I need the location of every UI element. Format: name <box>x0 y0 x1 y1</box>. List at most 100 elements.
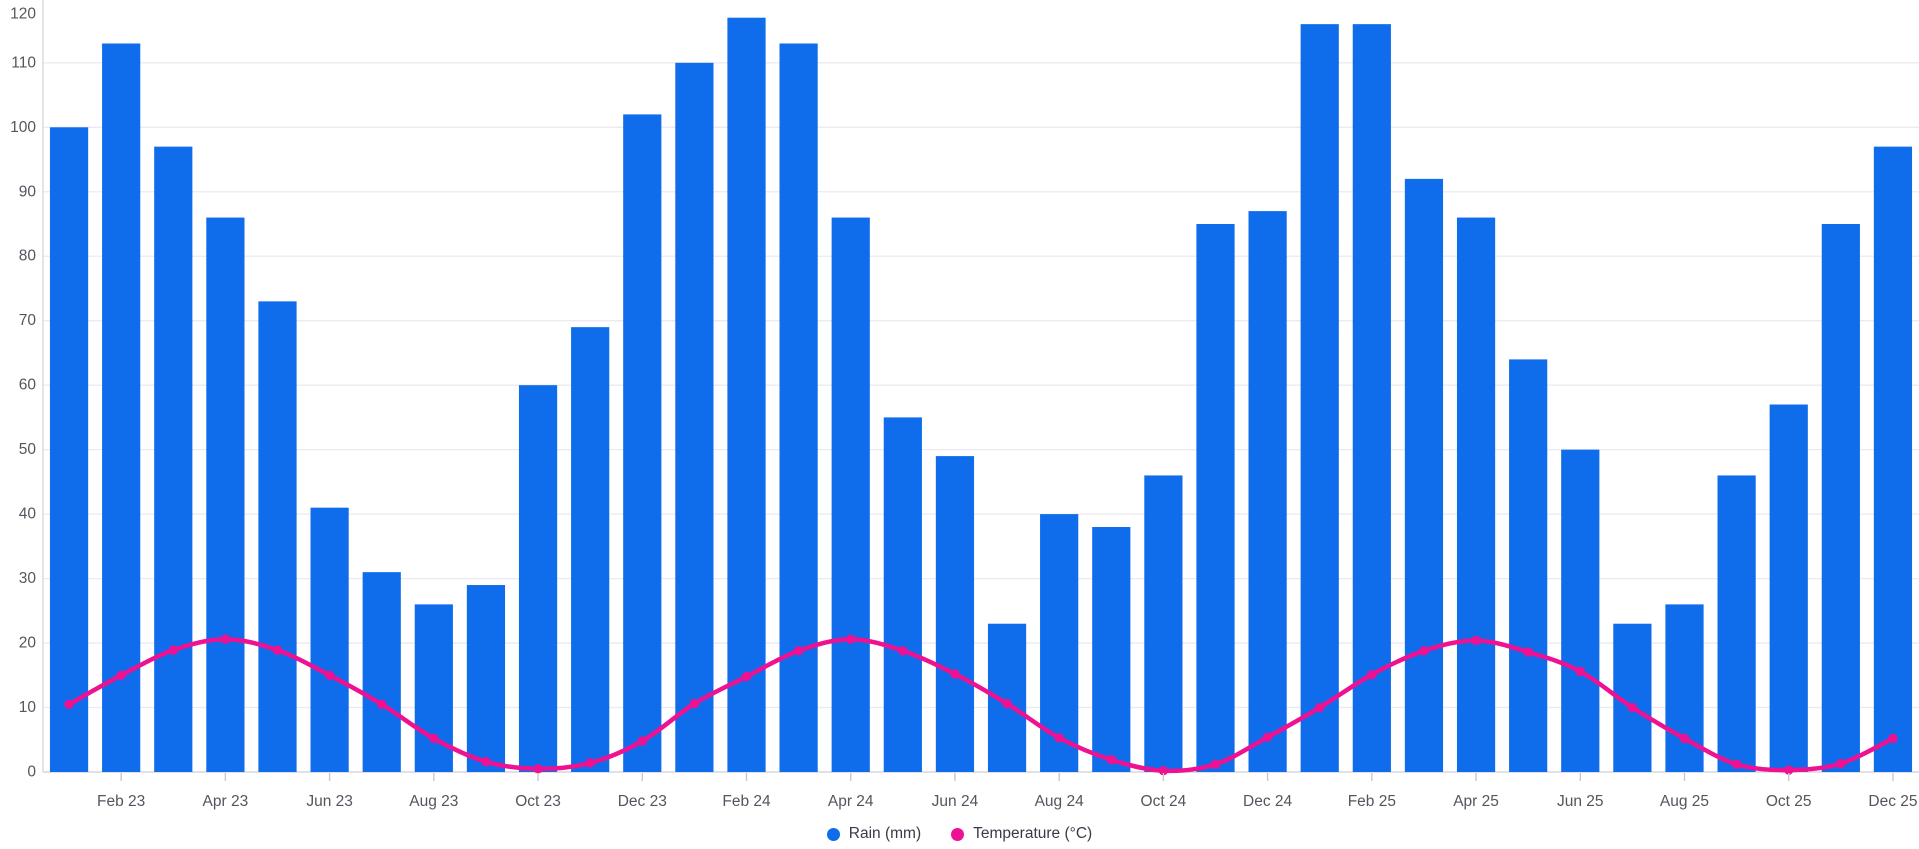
x-axis-tick-label: Apr 23 <box>203 793 249 810</box>
temperature-point[interactable] <box>533 764 543 774</box>
rain-bar[interactable] <box>310 507 349 772</box>
temperature-point[interactable] <box>1627 702 1638 713</box>
rain-bar[interactable] <box>1561 449 1600 772</box>
y-axis-tick-label: 50 <box>19 441 37 458</box>
x-axis-tick-label: Oct 24 <box>1141 793 1187 810</box>
legend-item-temperature[interactable]: Temperature (°C) <box>951 825 1092 843</box>
rain-bar[interactable] <box>883 417 922 772</box>
rain-legend-marker-icon <box>826 827 840 841</box>
y-axis-tick-label: 110 <box>11 54 36 71</box>
rain-bar[interactable] <box>571 327 610 772</box>
rain-bar[interactable] <box>49 127 89 773</box>
temperature-legend-marker-icon <box>951 827 965 841</box>
rain-bar[interactable] <box>1196 224 1235 772</box>
temperature-point[interactable] <box>1784 765 1794 775</box>
y-axis-tick-label: 70 <box>19 312 37 329</box>
y-axis-tick-label: 120 <box>10 6 36 23</box>
rain-bar[interactable] <box>466 585 506 772</box>
temperature-point[interactable] <box>585 758 595 768</box>
rain-bar[interactable] <box>1873 146 1913 773</box>
temperature-point[interactable] <box>1158 766 1169 776</box>
temperature-point[interactable] <box>116 670 126 680</box>
y-axis-tick-label: 0 <box>27 764 36 781</box>
temperature-point[interactable] <box>1315 702 1325 713</box>
rain-bar[interactable] <box>1769 404 1808 772</box>
legend-item-rain[interactable]: Rain (mm) <box>826 825 922 843</box>
temperature-point[interactable] <box>1731 759 1742 769</box>
rain-bar[interactable] <box>154 146 193 773</box>
rain-bar[interactable] <box>623 114 662 772</box>
temperature-point[interactable] <box>324 670 335 680</box>
rain-bar[interactable] <box>518 385 558 772</box>
rain-bar[interactable] <box>1092 527 1131 772</box>
temperature-point[interactable] <box>1054 733 1064 743</box>
rain-bar[interactable] <box>1821 224 1860 772</box>
rain-bar[interactable] <box>1352 24 1391 772</box>
rain-bar[interactable] <box>727 17 766 773</box>
y-axis-tick-label: 100 <box>10 119 36 136</box>
rain-bar[interactable] <box>675 62 714 772</box>
rain-bar[interactable] <box>362 572 401 772</box>
temperature-point[interactable] <box>950 669 960 679</box>
y-axis-tick-label: 40 <box>19 506 37 523</box>
x-axis-tick-label: Feb 24 <box>722 793 771 810</box>
temperature-point[interactable] <box>637 736 647 746</box>
rain-bars <box>49 17 1913 773</box>
temperature-point[interactable] <box>1210 759 1221 769</box>
temperature-point[interactable] <box>377 699 387 710</box>
temperature-point[interactable] <box>272 645 283 655</box>
temperature-point[interactable] <box>64 699 74 710</box>
temperature-point[interactable] <box>898 646 908 656</box>
rain-bar[interactable] <box>206 217 245 773</box>
x-axis-tick-label: Oct 23 <box>515 793 561 810</box>
x-axis-tick-label: Dec 25 <box>1868 793 1917 810</box>
legend-label-temperature: Temperature (°C) <box>973 825 1093 842</box>
x-axis-tick-label: Jun 24 <box>932 793 979 810</box>
x-axis-tick-label: Jun 25 <box>1557 793 1604 810</box>
temperature-point[interactable] <box>1002 698 1012 709</box>
y-axis-tick-label: 20 <box>19 635 37 652</box>
rain-bar[interactable] <box>1404 178 1444 773</box>
rain-bar[interactable] <box>1509 359 1548 772</box>
temperature-point[interactable] <box>1367 669 1377 680</box>
rain-bar[interactable] <box>1300 24 1339 772</box>
x-axis-tick-label: Oct 25 <box>1766 793 1812 810</box>
rain-bar[interactable] <box>258 301 297 772</box>
rain-bar[interactable] <box>935 456 975 772</box>
legend-label-rain: Rain (mm) <box>848 825 922 842</box>
temperature-point[interactable] <box>689 698 700 709</box>
x-axis-tick-label: Apr 24 <box>828 793 874 810</box>
temperature-point[interactable] <box>1419 646 1429 656</box>
rain-bar[interactable] <box>1456 217 1496 773</box>
temperature-point[interactable] <box>220 634 231 644</box>
temperature-point[interactable] <box>1262 732 1273 742</box>
temperature-point[interactable] <box>1679 733 1690 744</box>
temperature-point[interactable] <box>846 634 856 644</box>
temperature-point[interactable] <box>168 645 178 655</box>
x-axis-tick-label: Aug 23 <box>409 793 458 810</box>
temperature-point[interactable] <box>741 671 752 682</box>
temperature-point[interactable] <box>1836 758 1846 769</box>
temperature-point[interactable] <box>429 733 439 744</box>
temperature-point[interactable] <box>1888 733 1898 744</box>
rain-bar[interactable] <box>1248 211 1287 773</box>
rain-bar[interactable] <box>831 217 870 773</box>
temperature-point[interactable] <box>1106 755 1116 765</box>
y-axis-labels: 0 10 20 30 40 50 60 70 80 90 100 110 120 <box>10 6 36 781</box>
rain-bar[interactable] <box>779 43 818 772</box>
x-axis-tick-label: Jun 23 <box>306 793 353 810</box>
rain-bar[interactable] <box>1717 475 1756 772</box>
x-axis-tick-label: Feb 23 <box>97 793 145 810</box>
temperature-point[interactable] <box>793 646 804 656</box>
x-axis-labels: Feb 23 Apr 23 Jun 23 Aug 23 Oct 23 Dec 23 Feb … <box>97 773 1918 810</box>
rain-bar[interactable] <box>1144 475 1183 772</box>
x-axis-tick-label: Dec 24 <box>1243 793 1292 810</box>
y-axis-tick-label: 60 <box>19 377 37 394</box>
temperature-point[interactable] <box>1471 635 1481 646</box>
y-axis-tick-label: 30 <box>19 570 37 587</box>
temperature-point[interactable] <box>1575 666 1585 677</box>
temperature-point[interactable] <box>1523 647 1533 657</box>
temperature-point[interactable] <box>481 756 491 767</box>
rain-bar[interactable] <box>102 43 141 772</box>
x-axis-tick-label: Apr 25 <box>1453 793 1499 810</box>
